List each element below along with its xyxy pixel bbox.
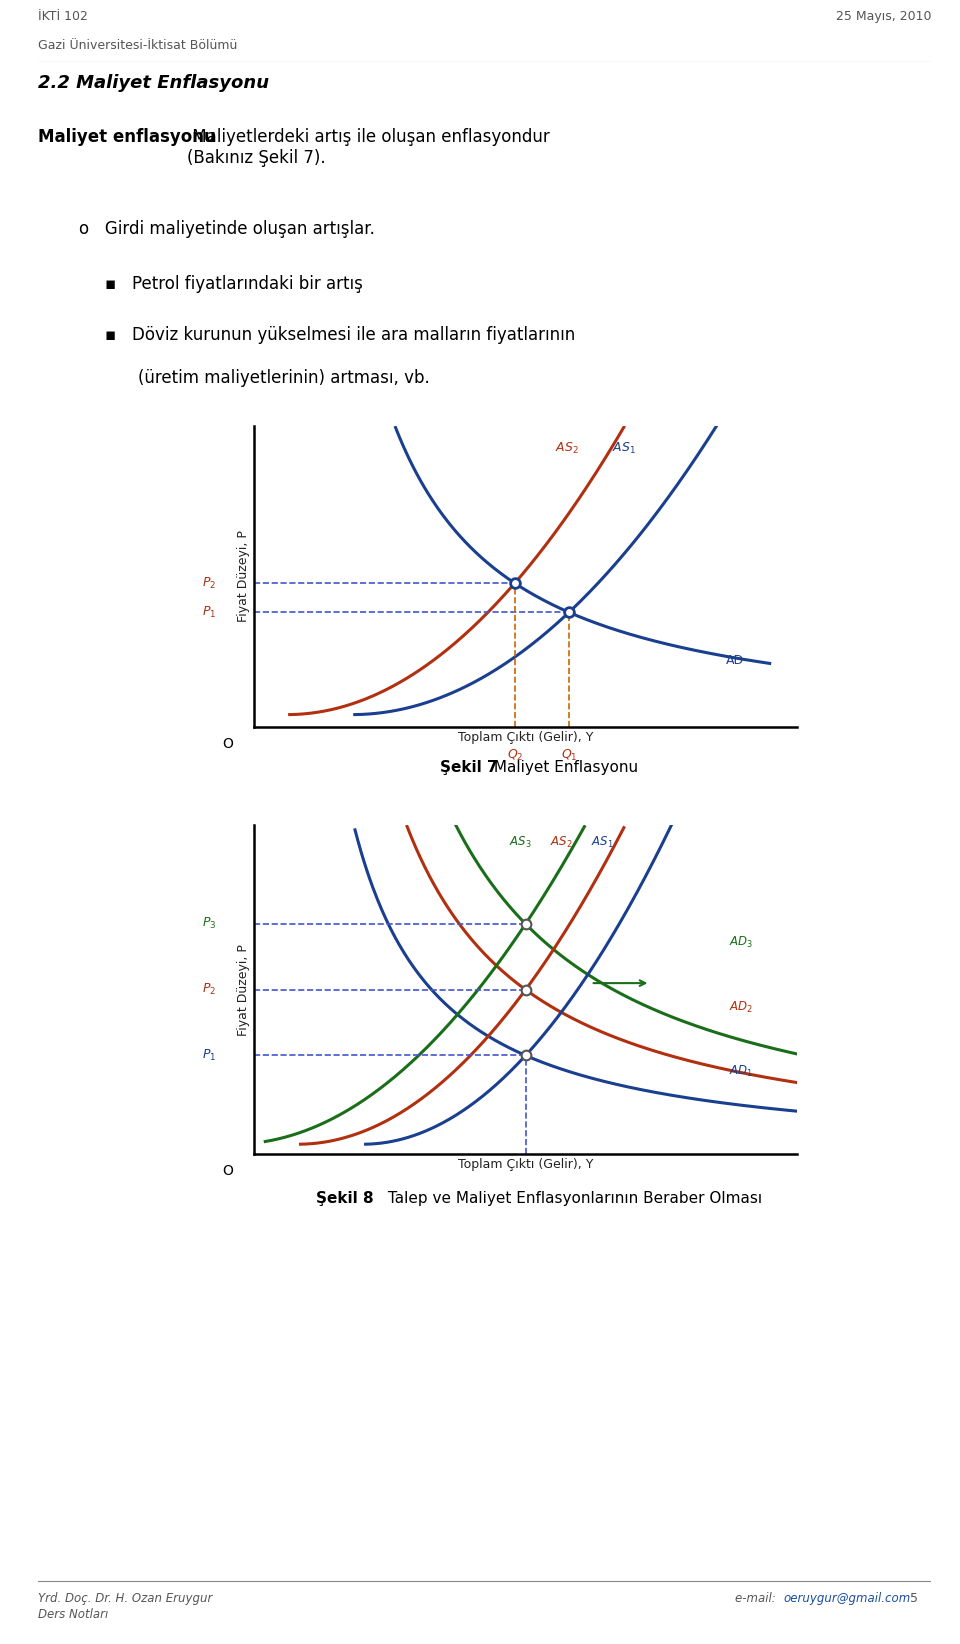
- Text: $AS_2$: $AS_2$: [550, 835, 572, 850]
- Text: (üretim maliyetlerinin) artması, vb.: (üretim maliyetlerinin) artması, vb.: [138, 368, 430, 386]
- Text: ▪   Petrol fiyatlarındaki bir artış: ▪ Petrol fiyatlarındaki bir artış: [106, 275, 363, 293]
- Text: o   Girdi maliyetinde oluşan artışlar.: o Girdi maliyetinde oluşan artışlar.: [79, 220, 374, 238]
- Text: 2.2 Maliyet Enflasyonu: 2.2 Maliyet Enflasyonu: [38, 74, 270, 92]
- Text: $Q_2$: $Q_2$: [507, 748, 523, 763]
- Text: $AD_3$: $AD_3$: [729, 934, 754, 950]
- Text: Gazi Üniversitesi-İktisat Bölümü: Gazi Üniversitesi-İktisat Bölümü: [38, 39, 238, 53]
- Text: $Q_1$: $Q_1$: [561, 748, 577, 763]
- Text: $AS_2$: $AS_2$: [556, 441, 579, 455]
- Text: $AS_1$: $AS_1$: [612, 441, 636, 455]
- Y-axis label: Fiyat Düzeyi, P: Fiyat Düzeyi, P: [237, 531, 251, 621]
- Text: Yrd. Doç. Dr. H. Ozan Eruygur: Yrd. Doç. Dr. H. Ozan Eruygur: [38, 1593, 213, 1606]
- Text: Şekil 7: Şekil 7: [440, 760, 497, 774]
- Text: $P_2$: $P_2$: [203, 575, 216, 590]
- Text: İKTİ 102: İKTİ 102: [38, 10, 88, 23]
- Text: $AS_3$: $AS_3$: [510, 835, 532, 850]
- Text: Maliyetlerdeki artış ile oluşan enflasyondur
(Bakınız Şekil 7).: Maliyetlerdeki artış ile oluşan enflasyo…: [187, 128, 550, 168]
- Text: $P_3$: $P_3$: [202, 916, 216, 932]
- Text: 5: 5: [910, 1593, 918, 1606]
- Text: O: O: [222, 737, 232, 751]
- Text: Maliyet enflasyonu: Maliyet enflasyonu: [38, 128, 216, 146]
- Text: Şekil 8: Şekil 8: [317, 1190, 374, 1205]
- Text: $AS_1$: $AS_1$: [590, 835, 613, 850]
- Text: 25 Mayıs, 2010: 25 Mayıs, 2010: [836, 10, 931, 23]
- Text: O: O: [222, 1164, 232, 1179]
- Text: $AD_1$: $AD_1$: [729, 1064, 754, 1080]
- Text: Maliyet Enflasyonu: Maliyet Enflasyonu: [489, 760, 638, 774]
- Text: $AD_2$: $AD_2$: [729, 1000, 754, 1016]
- Text: AD: AD: [727, 654, 744, 667]
- Text: Talep ve Maliyet Enflasyonlarının Beraber Olması: Talep ve Maliyet Enflasyonlarının Berabe…: [383, 1190, 762, 1205]
- Y-axis label: Fiyat Düzeyi, P: Fiyat Düzeyi, P: [237, 944, 251, 1036]
- Text: e-mail:: e-mail:: [734, 1593, 780, 1606]
- Text: oeruygur@gmail.com: oeruygur@gmail.com: [784, 1593, 911, 1606]
- Text: Ders Notları: Ders Notları: [38, 1608, 108, 1621]
- X-axis label: Toplam Çıktı (Gelir), Y: Toplam Çıktı (Gelir), Y: [458, 732, 593, 743]
- Text: $P_1$: $P_1$: [203, 605, 216, 620]
- Text: ▪   Döviz kurunun yükselmesi ile ara malların fiyatlarının: ▪ Döviz kurunun yükselmesi ile ara malla…: [106, 326, 576, 344]
- Text: $P_2$: $P_2$: [203, 981, 216, 998]
- X-axis label: Toplam Çıktı (Gelir), Y: Toplam Çıktı (Gelir), Y: [458, 1159, 593, 1171]
- Text: $P_1$: $P_1$: [203, 1047, 216, 1064]
